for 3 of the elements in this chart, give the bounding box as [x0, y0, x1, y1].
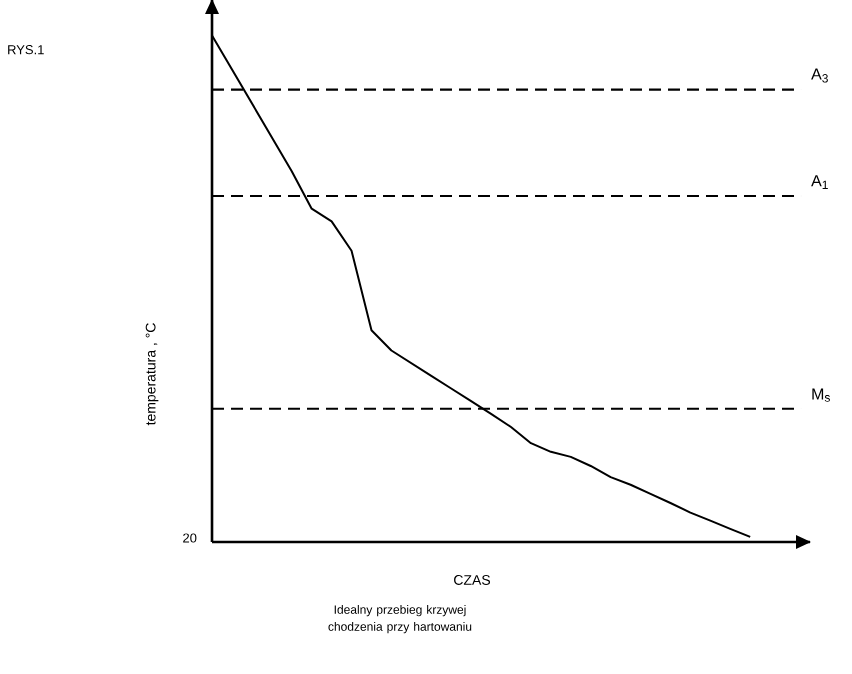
ref-line-label: A$_{1}$ — [811, 175, 828, 189]
ref-line-label: M$_{s}$ — [812, 388, 830, 402]
ref-line-label: A$_{3}$ — [811, 68, 828, 83]
